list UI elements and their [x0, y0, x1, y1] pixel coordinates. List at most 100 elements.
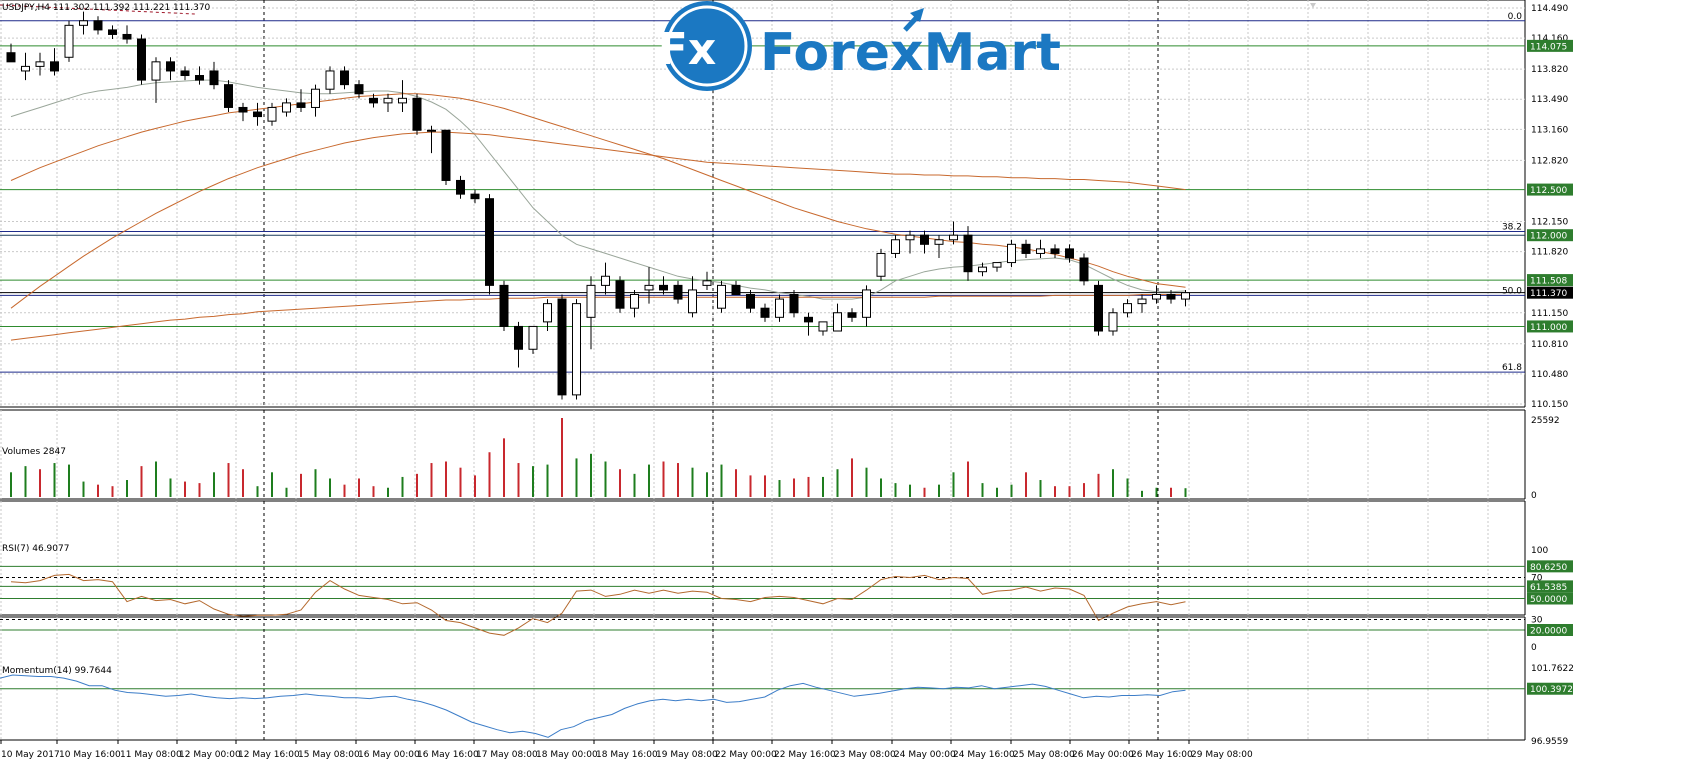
price-panel[interactable]: 114.490 114.160 113.820 113.490 113.160 112.8… [0, 0, 1573, 410]
bearish-candle[interactable] [354, 84, 364, 95]
bearish-candle[interactable] [412, 97, 422, 131]
bullish-candle[interactable] [862, 289, 871, 318]
bearish-candle[interactable] [920, 234, 929, 245]
bullish-candle[interactable] [35, 61, 45, 67]
bearish-candle[interactable] [340, 70, 349, 86]
bearish-candle[interactable] [369, 97, 378, 104]
bullish-candle[interactable] [1123, 303, 1132, 314]
bearish-candle[interactable] [499, 284, 509, 327]
bullish-candle[interactable] [311, 88, 320, 108]
bullish-candle[interactable] [151, 61, 161, 81]
bullish-candle[interactable] [325, 70, 335, 90]
bullish-candle[interactable] [64, 24, 74, 58]
bullish-candle[interactable] [905, 234, 915, 241]
bearish-candle[interactable] [456, 179, 465, 195]
rsi-line[interactable] [10, 573, 1186, 636]
bearish-candle[interactable] [1050, 248, 1060, 254]
bullish-candle[interactable] [644, 284, 654, 291]
bearish-candle[interactable] [238, 106, 248, 113]
bullish-candle[interactable] [978, 266, 987, 273]
bullish-candle[interactable] [688, 289, 697, 314]
bullish-candle[interactable] [572, 303, 581, 396]
bullish-candle[interactable] [717, 284, 726, 309]
bearish-candle[interactable] [963, 234, 973, 273]
bullish-candle[interactable] [934, 239, 944, 245]
bearish-candle[interactable] [108, 29, 117, 35]
bullish-candle[interactable] [383, 97, 393, 104]
bullish-candle[interactable] [267, 106, 277, 122]
momentum-panel[interactable]: 101.7622 96.9559 100.3972 Momentum(14) 99… [0, 616, 1574, 747]
bearish-candle[interactable] [731, 284, 741, 296]
bearish-candle[interactable] [1065, 248, 1074, 259]
bearish-candle[interactable] [1079, 257, 1089, 282]
bearish-candle[interactable] [804, 316, 813, 323]
bearish-candle[interactable] [180, 70, 190, 77]
bearish-candle[interactable] [224, 84, 233, 108]
bullish-candle[interactable] [21, 65, 30, 72]
bullish-candle[interactable] [775, 298, 784, 318]
bullish-candle[interactable] [630, 294, 639, 309]
bearish-candle[interactable] [441, 129, 451, 181]
moving-average-line[interactable] [10, 93, 1186, 288]
momentum-line[interactable] [0, 674, 1186, 738]
logo-arrow-icon [903, 14, 920, 32]
bullish-candle[interactable] [833, 312, 842, 332]
bearish-candle[interactable] [6, 52, 16, 63]
bullish-candle[interactable] [528, 325, 538, 350]
bearish-candle[interactable] [847, 312, 857, 318]
bullish-candle[interactable] [601, 275, 610, 286]
bullish-candle[interactable] [1137, 298, 1147, 305]
rsi-panel[interactable]: 100 70 30 0 80.6250 61.5385 50.0000 20.0000 RS… [0, 500, 1573, 653]
shift-marker-icon[interactable] [1310, 3, 1316, 8]
bullish-candle[interactable] [992, 262, 1002, 268]
volume-panel-title: Volumes 2847 [2, 447, 66, 457]
moving-average-line[interactable] [10, 79, 1186, 300]
bearish-candle[interactable] [789, 294, 799, 314]
bearish-candle[interactable] [485, 198, 494, 286]
bearish-candle[interactable] [195, 75, 204, 81]
bullish-candle[interactable] [876, 252, 886, 277]
bullish-candle[interactable] [1152, 294, 1161, 300]
moving-average-line[interactable] [10, 294, 1186, 341]
bullish-candle[interactable] [1108, 312, 1118, 332]
bullish-candle[interactable] [818, 321, 828, 332]
bullish-candle[interactable] [891, 239, 900, 254]
bullish-candle[interactable] [1007, 243, 1016, 264]
bullish-candle[interactable] [79, 20, 88, 26]
bullish-candle[interactable] [586, 284, 596, 318]
bearish-candle[interactable] [557, 298, 567, 396]
bearish-candle[interactable] [659, 284, 668, 291]
bullish-candle[interactable] [702, 280, 712, 286]
bearish-candle[interactable] [122, 33, 132, 40]
bearish-candle[interactable] [673, 284, 683, 300]
bearish-candle[interactable] [514, 325, 523, 350]
bearish-candle[interactable] [615, 280, 625, 309]
trendline[interactable] [0, 4, 196, 15]
bearish-candle[interactable] [253, 111, 262, 118]
bearish-candle[interactable] [760, 307, 770, 318]
bearish-candle[interactable] [1166, 294, 1176, 300]
bullish-candle[interactable] [949, 234, 958, 241]
bearish-candle[interactable] [93, 20, 103, 31]
bullish-candle[interactable] [543, 303, 552, 323]
bullish-candle[interactable] [1036, 248, 1045, 254]
bearish-candle[interactable] [1094, 284, 1103, 332]
bearish-candle[interactable] [50, 61, 59, 72]
moving-average-line[interactable] [10, 131, 1186, 309]
bearish-candle[interactable] [746, 294, 755, 309]
bearish-candle[interactable] [296, 102, 306, 108]
bearish-candle[interactable] [470, 193, 480, 200]
bullish-candle[interactable] [427, 129, 436, 132]
rsi-level-tag: 61.5385 [1530, 583, 1567, 593]
bearish-candle[interactable] [1021, 243, 1031, 254]
bearish-candle[interactable] [166, 61, 175, 72]
bearish-candle[interactable] [209, 70, 219, 86]
price-level-tag: 111.370 [1530, 289, 1567, 299]
bullish-candle[interactable] [398, 97, 407, 104]
bearish-candle[interactable] [137, 38, 146, 81]
bullish-candle[interactable] [282, 102, 291, 113]
volume-panel[interactable]: 25592 0 Volumes 2847 [0, 409, 1560, 501]
price-level-tag-bg [1527, 274, 1573, 287]
bullish-candle[interactable] [1181, 292, 1190, 300]
